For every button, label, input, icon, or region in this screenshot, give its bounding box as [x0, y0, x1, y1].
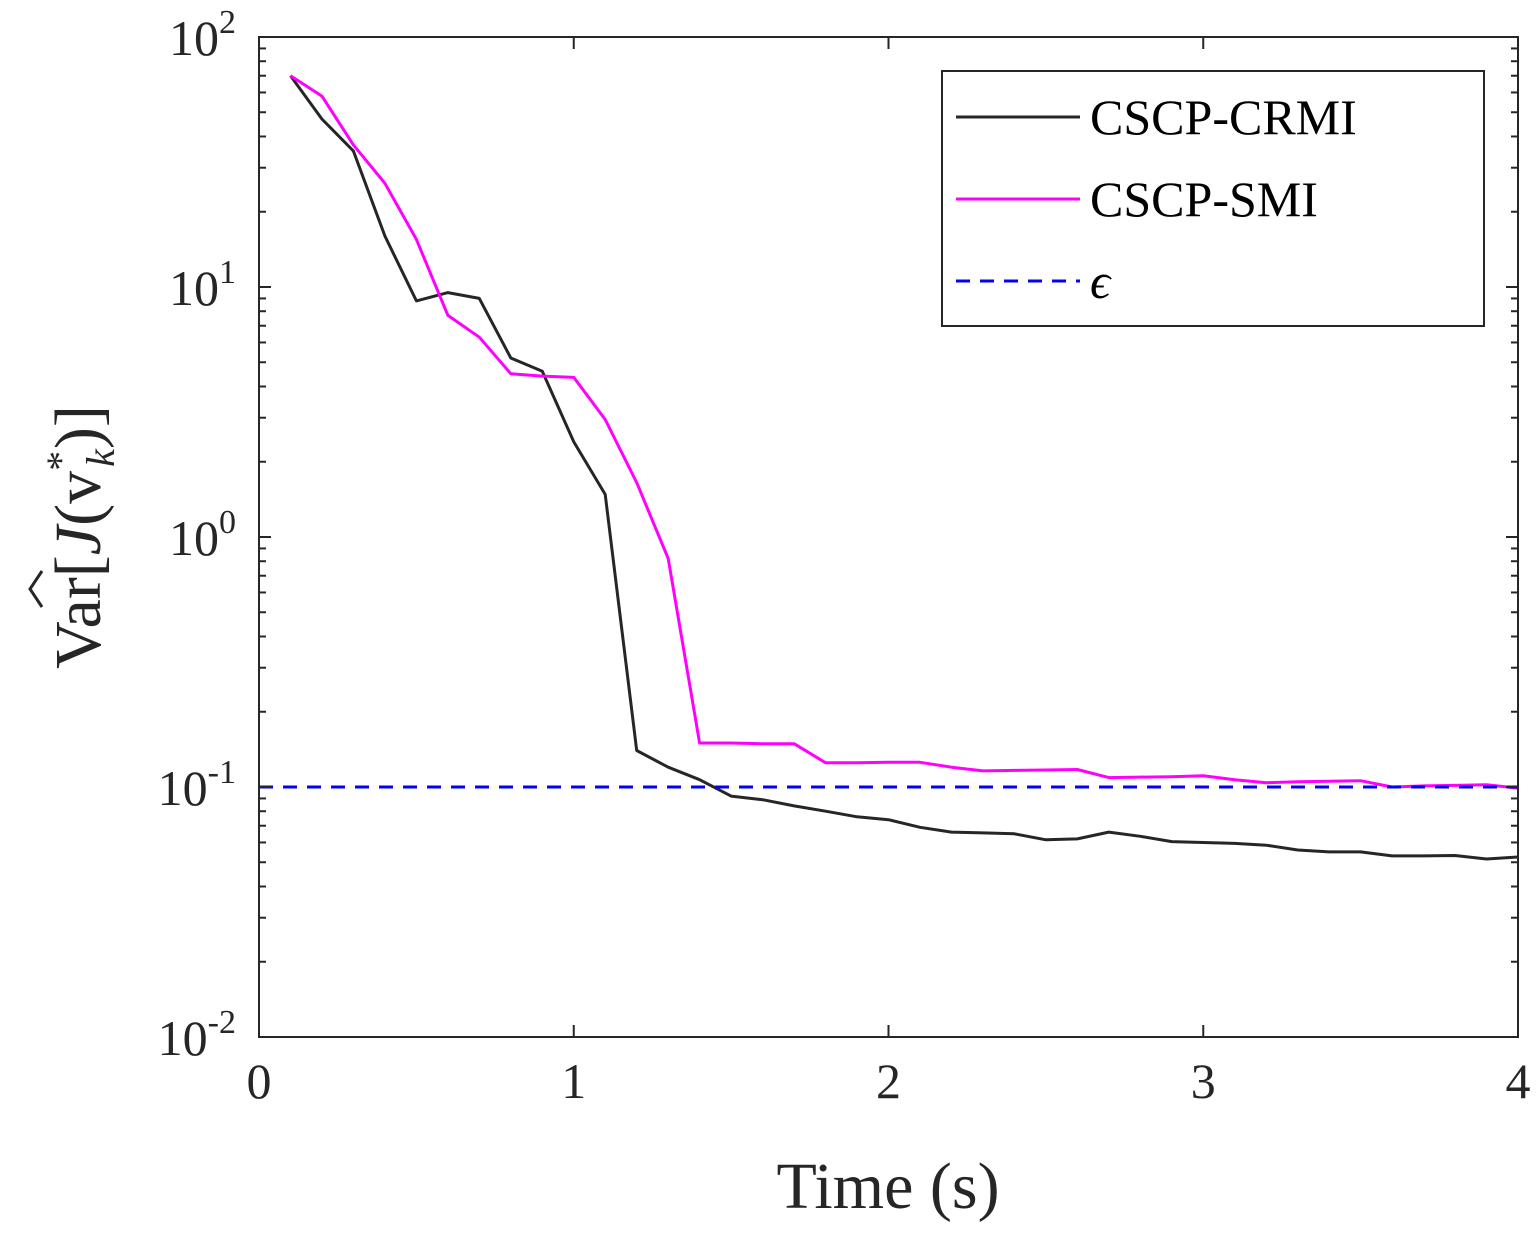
y-title-prefix: Var[ [42, 555, 115, 669]
legend-label-2: CSCP-SMI [1090, 171, 1318, 227]
y-tick-label: 100 [169, 504, 236, 566]
y-title-sup: * [38, 451, 83, 471]
legend-label-1: CSCP-CRMI [1090, 89, 1357, 145]
series-line-1 [289, 74, 1519, 861]
x-tick-label: 4 [1506, 1053, 1531, 1109]
y-title-suffix: )] [42, 405, 115, 449]
x-tick-label: 1 [561, 1053, 586, 1109]
y-tick-label: 10-1 [158, 754, 236, 816]
y-tick-label: 102 [169, 4, 236, 66]
plot-series [259, 74, 1519, 861]
y-title-symbol: J [42, 523, 115, 555]
x-tick-label: 0 [247, 1053, 272, 1109]
y-title-args: (v [42, 471, 115, 526]
y-tick-label: 101 [169, 254, 236, 316]
axis-ticks [258, 36, 1519, 1038]
x-tick-label: 3 [1191, 1053, 1216, 1109]
y-axis-title: Var[J(v*k)] [28, 405, 123, 669]
legend: CSCP-CRMI CSCP-SMI ϵ [941, 70, 1485, 327]
svg-text:Var[J(v*k)]: Var[J(v*k)] [38, 405, 123, 669]
x-axis-title: Time (s) [776, 1150, 999, 1223]
y-title-hat [28, 570, 44, 608]
tick-labels: 0 1 2 3 4 10-2 10-1 100 101 102 [158, 4, 1531, 1109]
x-tick-label: 2 [876, 1053, 901, 1109]
series-line-2 [289, 74, 1519, 790]
y-title-sub: k [78, 448, 123, 467]
y-tick-label: 10-2 [158, 1004, 236, 1066]
legend-label-3: ϵ [1090, 253, 1112, 309]
